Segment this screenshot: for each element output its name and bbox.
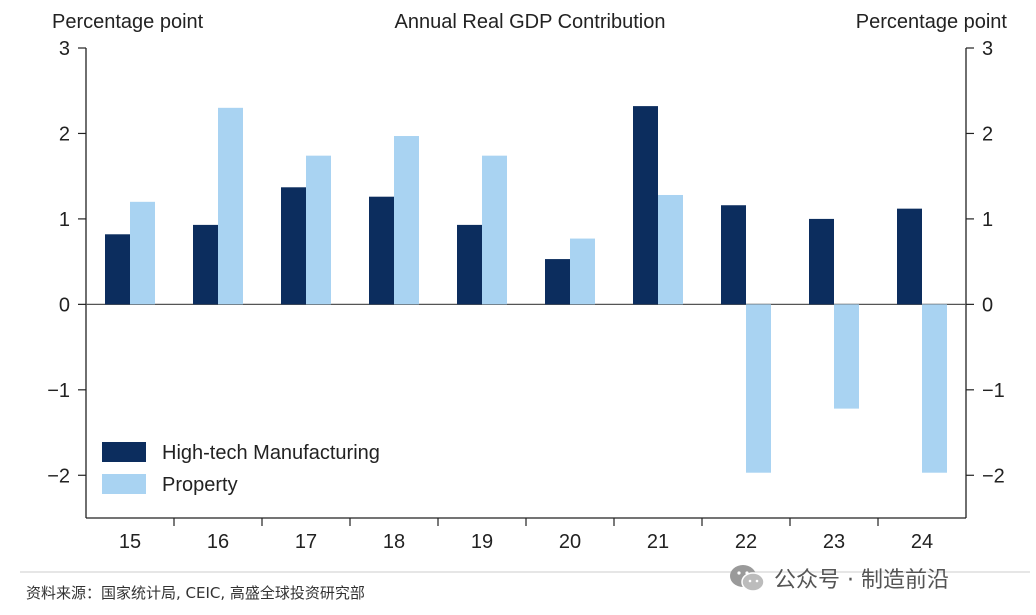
x-tick-label: 15 xyxy=(119,531,141,553)
bar-property-16 xyxy=(218,107,243,305)
bar-high-tech-15 xyxy=(105,234,130,305)
bar-high-tech-19 xyxy=(457,224,482,305)
wechat-icon xyxy=(730,565,765,592)
left-tick-label: 2 xyxy=(59,123,70,145)
left-tick-label: −2 xyxy=(47,465,70,487)
x-tick-label: 19 xyxy=(471,531,493,553)
right-tick-label: −2 xyxy=(982,465,1005,487)
legend-swatch-property xyxy=(102,474,146,494)
right-tick-label: 1 xyxy=(982,209,993,231)
right-tick-label: −1 xyxy=(982,380,1005,402)
legend-label-high-tech: High-tech Manufacturing xyxy=(162,442,380,464)
x-tick-label: 22 xyxy=(735,531,757,553)
source-note: 资料来源：国家统计局, CEIC, 高盛全球投资研究部 xyxy=(26,584,365,602)
bar-high-tech-16 xyxy=(193,224,218,305)
left-tick-label: 3 xyxy=(59,38,70,60)
bar-property-18 xyxy=(394,136,419,305)
right-axis-title: Percentage point xyxy=(856,11,1008,33)
bar-property-21 xyxy=(658,194,683,305)
bar-high-tech-22 xyxy=(721,205,746,305)
bar-property-19 xyxy=(482,155,507,305)
left-tick-label: 0 xyxy=(59,294,70,316)
bar-high-tech-17 xyxy=(281,187,306,305)
bar-property-17 xyxy=(306,155,331,305)
x-tick-label: 23 xyxy=(823,531,845,553)
left-axis-title: Percentage point xyxy=(52,11,204,33)
x-tick-label: 18 xyxy=(383,531,405,553)
bar-high-tech-21 xyxy=(633,106,658,305)
bar-high-tech-20 xyxy=(545,259,570,305)
bar-high-tech-23 xyxy=(809,218,834,305)
right-tick-label: 3 xyxy=(982,38,993,60)
legend-swatch-high-tech xyxy=(102,442,146,462)
x-tick-label: 20 xyxy=(559,531,581,553)
right-tick-label: 2 xyxy=(982,123,993,145)
x-tick-label: 17 xyxy=(295,531,317,553)
bar-high-tech-18 xyxy=(369,196,394,305)
watermark: 公众号 · 制造前沿 xyxy=(728,562,949,594)
bar-property-22 xyxy=(746,304,771,473)
bar-property-24 xyxy=(922,304,947,473)
legend-label-property: Property xyxy=(162,474,238,496)
bar-property-23 xyxy=(834,304,859,409)
x-tick-label: 24 xyxy=(911,531,933,553)
chart-title: Annual Real GDP Contribution xyxy=(395,11,666,33)
x-tick-label: 16 xyxy=(207,531,229,553)
legend: High-tech Manufacturing Property xyxy=(102,442,380,496)
x-tick-label: 21 xyxy=(647,531,669,553)
watermark-text: 公众号 · 制造前沿 xyxy=(774,568,949,593)
left-tick-label: 1 xyxy=(59,209,70,231)
bar-property-20 xyxy=(570,238,595,305)
bar-high-tech-24 xyxy=(897,208,922,305)
right-tick-label: 0 xyxy=(982,294,993,316)
bar-property-15 xyxy=(130,201,155,305)
left-tick-label: −1 xyxy=(47,380,70,402)
